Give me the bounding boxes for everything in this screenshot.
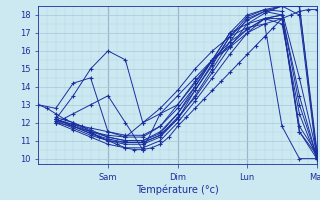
X-axis label: Température (°c): Température (°c) [136,185,219,195]
